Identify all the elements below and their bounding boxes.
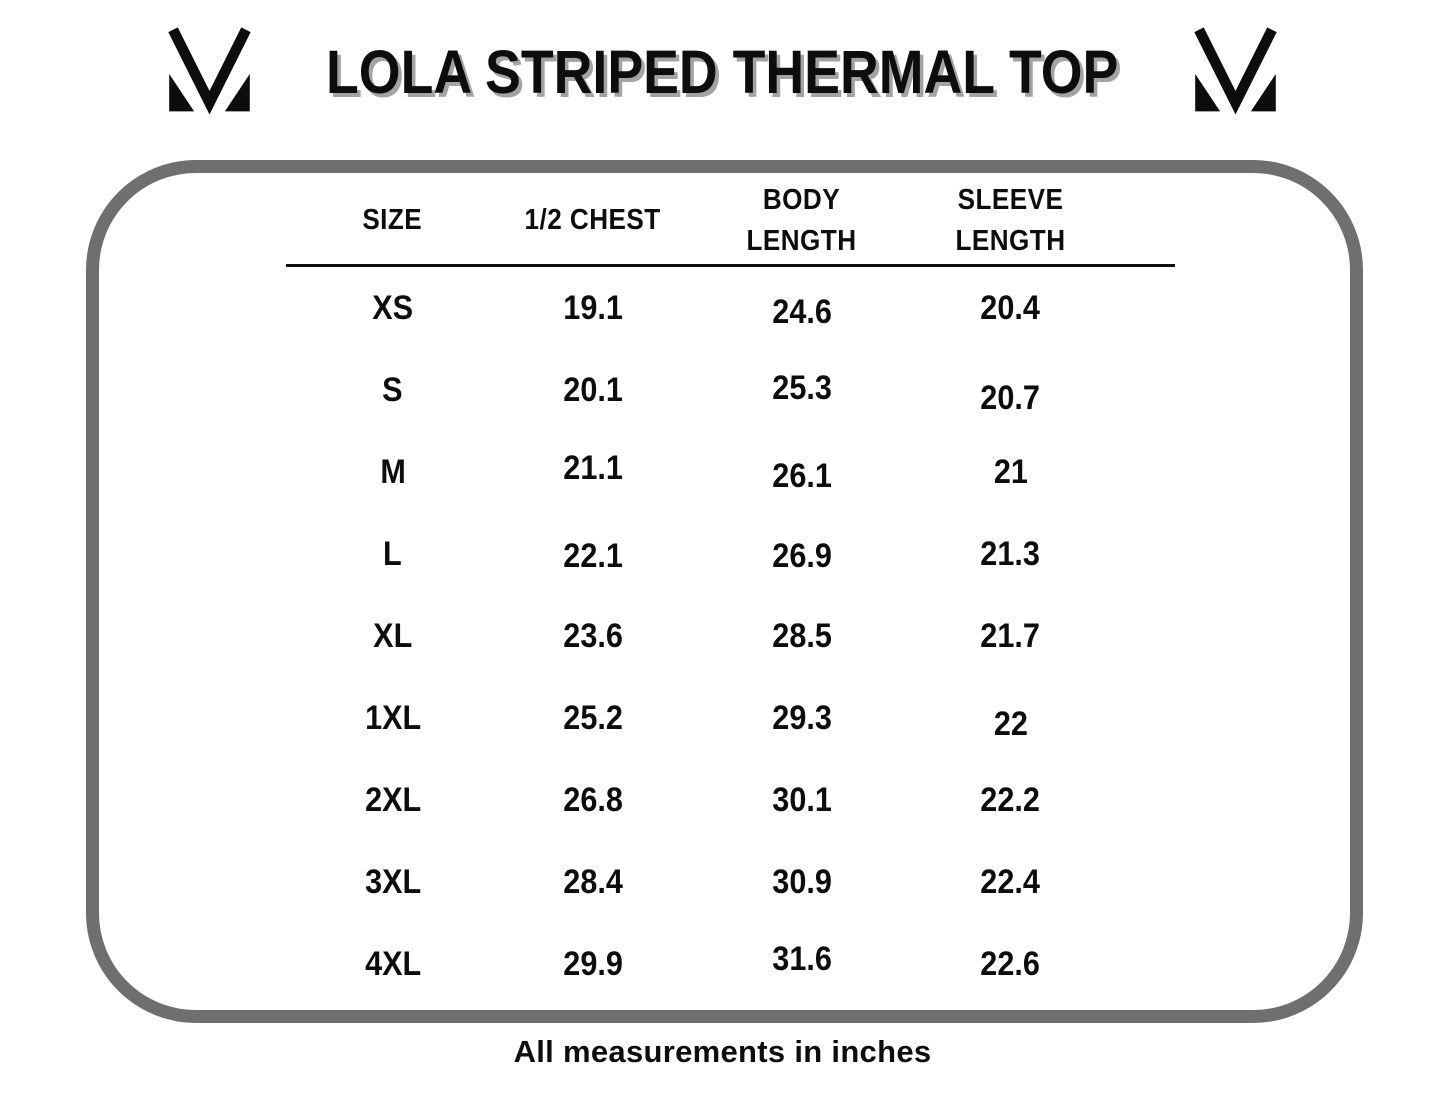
half-chest-cell: 29.9 bbox=[562, 944, 623, 983]
table-row-xs: XS 19.1 24.6 20.4 bbox=[286, 267, 1175, 349]
body-length-cell: 28.5 bbox=[771, 616, 832, 655]
column-header-sleeve-length: SLEEVE LENGTH bbox=[955, 184, 1066, 257]
half-chest-cell: 23.6 bbox=[562, 616, 623, 655]
body-length-cell: 25.3 bbox=[771, 368, 832, 407]
table-row-l: L 22.1 26.9 21.3 bbox=[286, 513, 1175, 595]
table-row-3xl: 3XL 28.4 30.9 22.4 bbox=[286, 841, 1175, 923]
brand-m-logo-icon bbox=[159, 24, 260, 120]
column-header-size: SIZE bbox=[362, 204, 423, 237]
half-chest-cell: 20.1 bbox=[562, 370, 623, 409]
sleeve-length-cell: 20.7 bbox=[980, 378, 1041, 417]
size-chart-table: SIZE 1/2 CHEST BODY LENGTH SLEEVE LENGTH… bbox=[286, 173, 1175, 1005]
size-cell: L bbox=[383, 534, 403, 573]
half-chest-cell: 19.1 bbox=[562, 288, 623, 327]
sleeve-length-cell: 22.2 bbox=[980, 780, 1041, 819]
body-length-cell: 26.1 bbox=[771, 456, 832, 495]
half-chest-cell: 25.2 bbox=[562, 698, 623, 737]
sleeve-length-cell: 22 bbox=[993, 704, 1028, 743]
page-title-text: LOLA STRIPED THERMAL TOP bbox=[326, 38, 1119, 106]
size-cell: M bbox=[379, 452, 406, 491]
half-chest-cell: 21.1 bbox=[562, 448, 623, 487]
size-cell: 1XL bbox=[364, 698, 421, 737]
half-chest-cell: 26.8 bbox=[562, 780, 623, 819]
body-length-cell: 31.6 bbox=[771, 939, 832, 978]
size-cell: S bbox=[382, 370, 403, 409]
size-cell: 4XL bbox=[364, 944, 421, 983]
table-row-2xl: 2XL 26.8 30.1 22.2 bbox=[286, 759, 1175, 841]
sleeve-length-cell: 21.3 bbox=[980, 534, 1041, 573]
size-chart-card bbox=[86, 160, 1363, 1023]
half-chest-cell: 28.4 bbox=[562, 862, 623, 901]
sleeve-length-cell: 22.6 bbox=[980, 944, 1041, 983]
table-row-m: M 21.1 26.1 21 bbox=[286, 431, 1175, 513]
sleeve-length-cell: 21 bbox=[993, 452, 1028, 491]
size-cell: XS bbox=[372, 288, 414, 327]
table-header-row: SIZE 1/2 CHEST BODY LENGTH SLEEVE LENGTH bbox=[286, 173, 1175, 267]
body-length-cell: 30.9 bbox=[771, 862, 832, 901]
size-cell: XL bbox=[373, 616, 413, 655]
page-title: LOLA STRIPED THERMAL TOP bbox=[272, 24, 1172, 120]
table-row-s: S 20.1 25.3 20.7 bbox=[286, 349, 1175, 431]
body-length-cell: 29.3 bbox=[771, 698, 832, 737]
masthead: LOLA STRIPED THERMAL TOP bbox=[0, 24, 1445, 120]
table-row-4xl: 4XL 29.9 31.6 22.6 bbox=[286, 923, 1175, 1005]
size-cell: 2XL bbox=[364, 780, 421, 819]
table-row-1xl: 1XL 25.2 29.3 22 bbox=[286, 677, 1175, 759]
body-length-cell: 26.9 bbox=[771, 536, 832, 575]
table-row-xl: XL 23.6 28.5 21.7 bbox=[286, 595, 1175, 677]
half-chest-cell: 22.1 bbox=[562, 536, 623, 575]
size-cell: 3XL bbox=[364, 862, 421, 901]
body-length-cell: 24.6 bbox=[771, 292, 832, 331]
column-header-body-length: BODY LENGTH bbox=[746, 184, 857, 257]
units-note-text: All measurements in inches bbox=[513, 1034, 932, 1069]
body-length-cell: 30.1 bbox=[771, 780, 832, 819]
brand-m-logo-icon bbox=[1185, 24, 1286, 120]
units-note: All measurements in inches bbox=[0, 1034, 1445, 1070]
column-header-half-chest: 1/2 CHEST bbox=[524, 204, 661, 237]
sleeve-length-cell: 22.4 bbox=[980, 862, 1041, 901]
sleeve-length-cell: 21.7 bbox=[980, 616, 1041, 655]
sleeve-length-cell: 20.4 bbox=[980, 288, 1041, 327]
